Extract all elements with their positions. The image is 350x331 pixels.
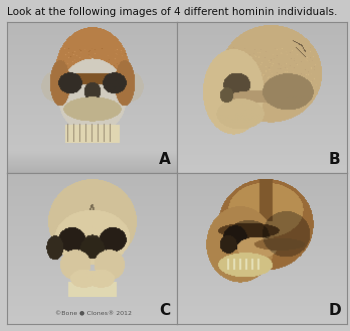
- Text: C: C: [159, 303, 170, 318]
- Text: B: B: [329, 152, 341, 167]
- Text: Look at the following images of 4 different hominin individuals.: Look at the following images of 4 differ…: [7, 7, 337, 17]
- Text: A: A: [159, 152, 171, 167]
- Text: D: D: [328, 303, 341, 318]
- Text: ©Bone ● Clones® 2012: ©Bone ● Clones® 2012: [55, 311, 131, 317]
